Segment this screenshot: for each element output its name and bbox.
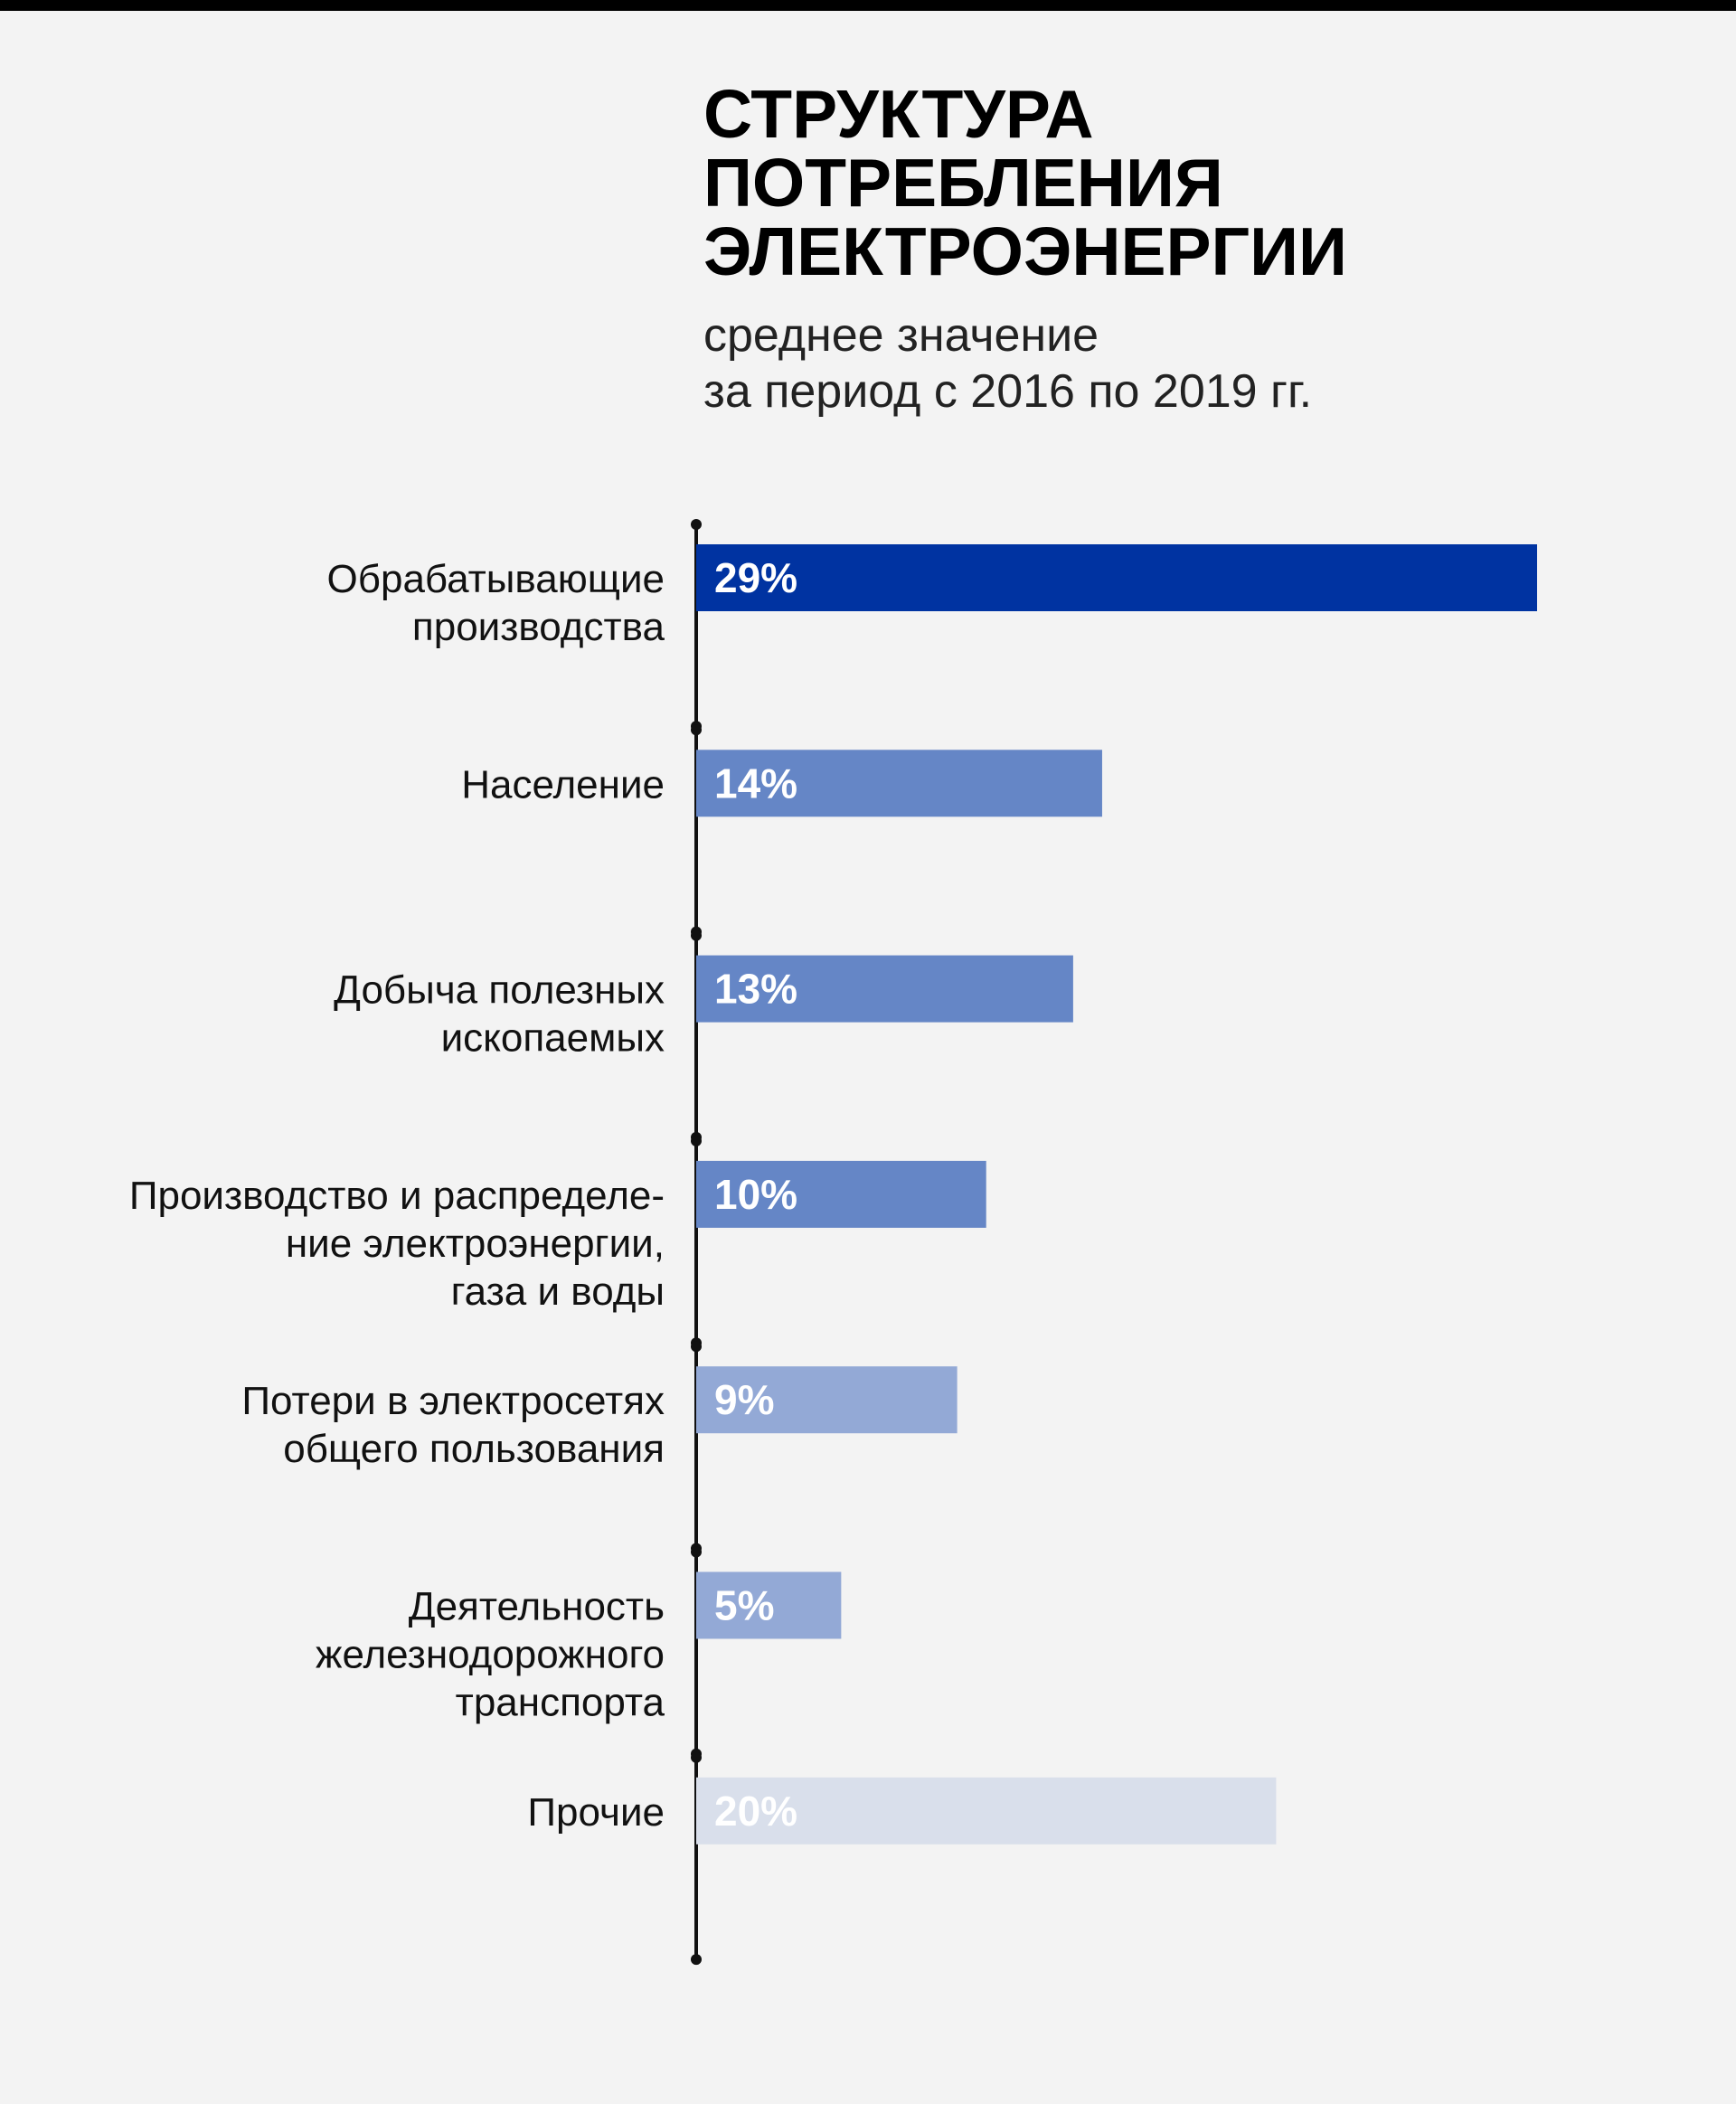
category-label-line: ние электроэнергии, (286, 1222, 665, 1266)
axis-dot (691, 519, 702, 530)
bar-value-label: 10% (714, 1171, 797, 1218)
bar (696, 1160, 986, 1228)
chart-subtitle-line: за период с 2016 по 2019 гг. (703, 365, 1313, 418)
chart-title-line: ЭЛЕКТРОЭНЕРГИИ (703, 213, 1347, 289)
bar (696, 750, 1102, 817)
category-label: Обрабатывающие производства (327, 557, 665, 649)
category-label-line: Прочие (527, 1790, 665, 1835)
bar (696, 544, 1537, 611)
category-label-line: Потери в электросетях (241, 1379, 665, 1423)
chart-subtitle: среднее значение за период с 2016 по 201… (703, 307, 1312, 420)
category-label-line: Добыча полезных (334, 968, 665, 1013)
axis-dot (691, 1341, 702, 1353)
bar-value-label: 14% (714, 760, 797, 807)
bar-value-label: 9% (714, 1376, 774, 1423)
chart-title-line: СТРУКТУРА (703, 76, 1094, 152)
bar (696, 955, 1073, 1023)
category-label: Деятельность железнодорожного транспорта (316, 1585, 665, 1725)
category-label-line: Обрабатывающие (327, 557, 665, 601)
bar (696, 1777, 1277, 1845)
category-label-line: производства (412, 605, 665, 649)
chart-title: СТРУКТУРА ПОТРЕБЛЕНИЯ ЭЛЕКТРОЭНЕРГИИ (703, 80, 1347, 286)
category-label-line: Производство и распределе- (129, 1174, 665, 1218)
category-label-line: Деятельность (409, 1585, 665, 1629)
axis-dot (691, 1546, 702, 1558)
category-label-line: газа и воды (451, 1269, 665, 1314)
top-bar (0, 0, 1736, 11)
category-label: Население (461, 762, 665, 807)
category-label-line: транспорта (456, 1681, 665, 1725)
category-label: Производство и распределе-ние электроэне… (129, 1174, 665, 1314)
chart-title-line: ПОТРЕБЛЕНИЯ (703, 145, 1223, 221)
bar (696, 1366, 958, 1434)
category-label-line: Население (461, 762, 665, 807)
axis-dot (691, 1954, 702, 1966)
category-label-line: ископаемых (441, 1016, 665, 1061)
chart-subtitle-line: среднее значение (703, 309, 1099, 362)
bar-value-label: 20% (714, 1788, 797, 1835)
category-label: Прочие (527, 1790, 665, 1835)
category-label: Потери в электросетях общего пользования (241, 1379, 665, 1471)
bar-value-label: 13% (714, 966, 797, 1013)
category-label-line: железнодорожного (316, 1633, 665, 1677)
axis-dot (691, 1135, 702, 1146)
category-label: Добыча полезных ископаемых (334, 968, 665, 1061)
bar-value-label: 29% (714, 554, 797, 601)
bar-value-label: 5% (714, 1582, 774, 1629)
category-label-line: общего пользования (283, 1427, 665, 1471)
bar (696, 1571, 842, 1639)
axis-dot (691, 724, 702, 736)
axis-dot (691, 1751, 702, 1763)
axis-dot (691, 929, 702, 941)
